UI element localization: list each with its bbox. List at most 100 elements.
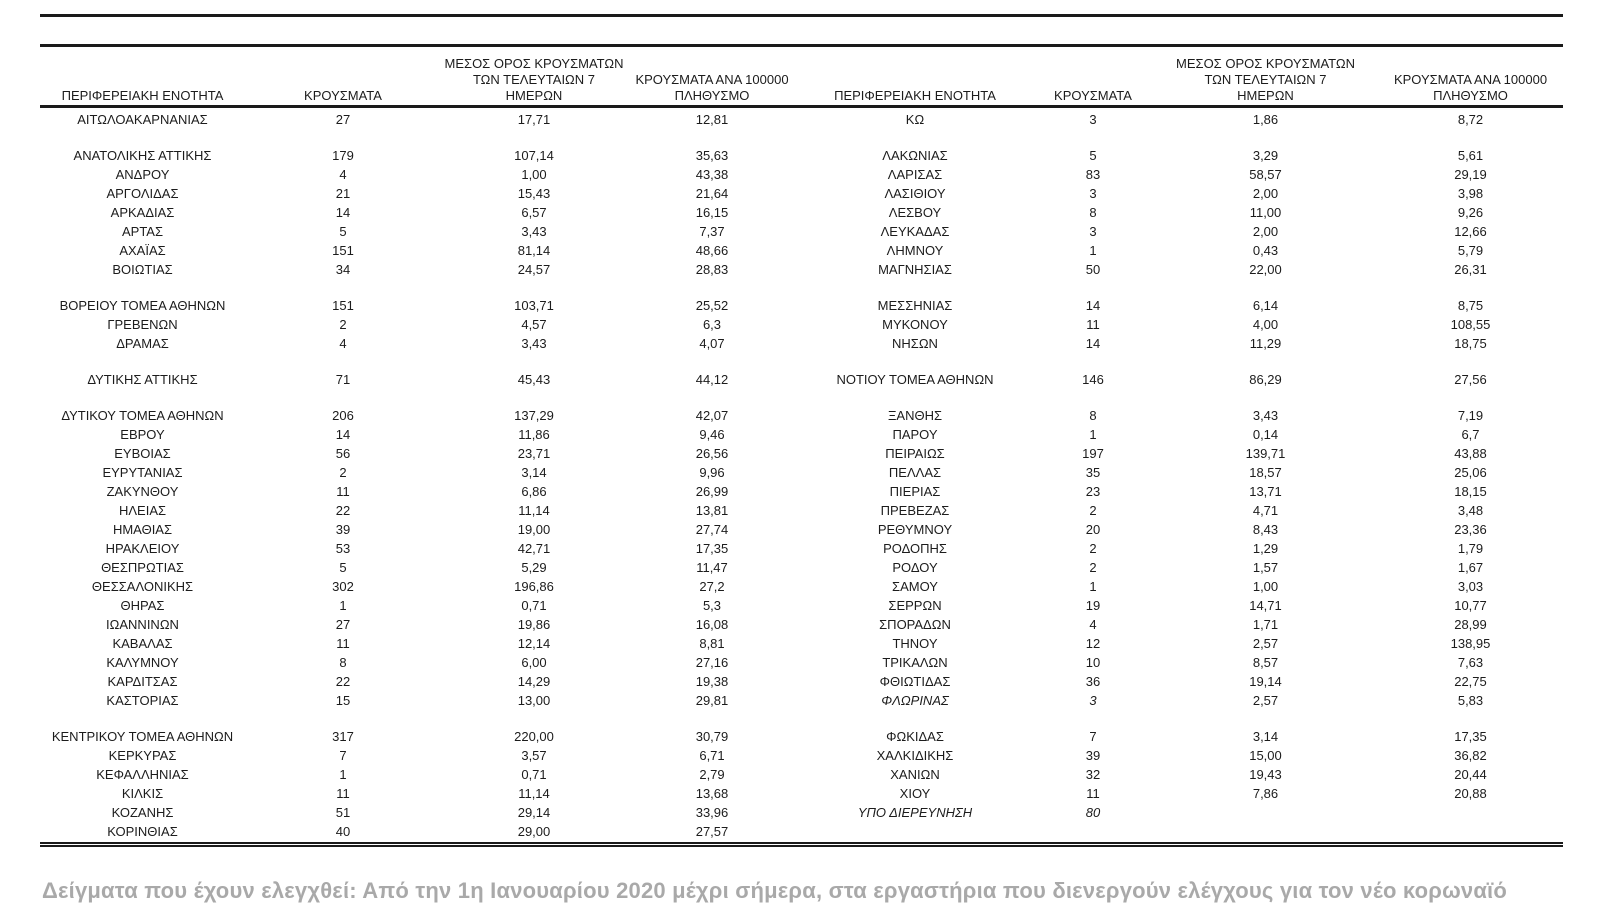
spacer-row	[40, 129, 1563, 146]
footer-note-cutoff: Δείγματα που έχουν ελεγχθεί: Από την 1η …	[42, 878, 1508, 903]
table-cell: 2,79	[699, 767, 725, 782]
table-cell: ΤΡΙΚΑΛΩΝ	[882, 655, 948, 670]
table-cell: 36	[1085, 674, 1101, 689]
table-cell: 19	[1085, 598, 1101, 613]
table-cell: ΛΑΡΙΣΑΣ	[887, 167, 943, 182]
table-cell: 29,00	[517, 824, 551, 839]
header-label: ΚΡΟΥΣΜΑΤΑ ΑΝΑ 100000	[1393, 72, 1548, 87]
table-cell: 11	[336, 786, 350, 801]
table-cell: 0,43	[1252, 243, 1279, 258]
table-cell: ΙΩΑΝΝΙΝΩΝ	[106, 617, 179, 632]
table-cell: 50	[1085, 262, 1101, 277]
table-header-row: ΠΕΡΙΦΕΡΕΙΑΚΗ ΕΝΟΤΗΤΑ ΚΡΟΥΣΜΑΤΑ ΜΕΣΟΣ ΟΡΟ…	[40, 56, 1563, 108]
table-cell: 6,57	[521, 205, 547, 220]
table-row: ΘΕΣΣΑΛΟΝΙΚΗΣ 302 196,86 27,2 ΣΑΜΟΥ 1 1,00 3,03	[40, 577, 1563, 596]
table-cell: 22	[335, 674, 351, 689]
table-row: ΑΧΑΪΑΣ 151 81,14 48,66 ΛΗΜΝΟΥ 1 0,43 5,79	[40, 241, 1563, 260]
header-label: ΜΕΣΟΣ ΟΡΟΣ ΚΡΟΥΣΜΑΤΩΝ	[1176, 56, 1355, 71]
table-cell: 3	[1089, 693, 1097, 708]
table-cell: 3,43	[521, 336, 547, 351]
table-cell: 5,79	[1457, 243, 1484, 258]
table-cell: 8	[1089, 408, 1097, 423]
table-cell: 35	[1085, 465, 1101, 480]
table-cell: 7,86	[1252, 786, 1279, 801]
table-cell: ΣΠΟΡΑΔΩΝ	[879, 617, 951, 632]
table-cell: 11,47	[696, 560, 728, 575]
table-cell: 36,82	[1454, 748, 1487, 763]
header-cases-left: ΚΡΟΥΣΜΑΤΑ	[245, 88, 441, 104]
table-cell: 19,86	[517, 617, 551, 632]
table-row: ΘΗΡΑΣ 1 0,71 5,3 ΣΕΡΡΩΝ 19 14,71 10,77	[40, 596, 1563, 615]
table-cell: 4	[339, 167, 347, 182]
table-cell: 1	[1089, 243, 1097, 258]
table-cell: 44,12	[695, 372, 729, 387]
table-cell: 20	[1085, 522, 1101, 537]
table-cell: 3,29	[1252, 148, 1279, 163]
table-cell: 108,55	[1450, 317, 1491, 332]
table-cell: 107,14	[514, 148, 554, 163]
table-cell: ΚΩ	[905, 112, 925, 127]
table-cell: 8,81	[699, 636, 725, 651]
header-label: ΗΜΕΡΩΝ	[1237, 88, 1294, 103]
table-cell: 15	[335, 693, 351, 708]
table-cell: 3,98	[1457, 186, 1484, 201]
table-row: ΓΡΕΒΕΝΩΝ 2 4,57 6,3 ΜΥΚΟΝΟΥ 11 4,00 108,55	[40, 315, 1563, 334]
table-cell: 2	[1089, 503, 1097, 518]
table-cell: 13,71	[1249, 484, 1282, 499]
table-cell: 28,83	[695, 262, 729, 277]
table-cell: 11	[336, 636, 350, 651]
table-cell: ΔΥΤΙΚΗΣ ΑΤΤΙΚΗΣ	[87, 372, 198, 387]
table-cell: 23,36	[1454, 522, 1487, 537]
table-cell: ΚΑΛΥΜΝΟΥ	[106, 655, 179, 670]
table-cell: 8,57	[1252, 655, 1279, 670]
table-cell: 71	[335, 372, 351, 387]
table-cell: 6,86	[521, 484, 547, 499]
table-cell: 48,66	[695, 243, 729, 258]
header-cases-right: ΚΡΟΥΣΜΑΤΑ	[1033, 88, 1153, 104]
table-row: ΑΡΓΟΛΙΔΑΣ 21 15,43 21,64 ΛΑΣΙΘΙΟΥ 3 2,00 3,98	[40, 184, 1563, 203]
table-cell: ΜΕΣΣΗΝΙΑΣ	[877, 298, 953, 313]
table-cell: ΕΥΒΟΙΑΣ	[114, 446, 171, 461]
table-cell: ΑΡΚΑΔΙΑΣ	[110, 205, 175, 220]
table-row: ΚΑΒΑΛΑΣ 11 12,14 8,81 ΤΗΝΟΥ 12 2,57 138,95	[40, 634, 1563, 653]
header-label: ΚΡΟΥΣΜΑΤΑ ΑΝΑ 100000	[635, 72, 789, 87]
table-cell: 138,95	[1450, 636, 1491, 651]
table-cell: 1,86	[1252, 112, 1279, 127]
table-row: ΔΥΤΙΚΟΥ ΤΟΜΕΑ ΑΘΗΝΩΝ 206 137,29 42,07 ΞΑΝΘΗΣ…	[40, 406, 1563, 425]
table-row: ΒΟΡΕΙΟΥ ΤΟΜΕΑ ΑΘΗΝΩΝ 151 103,71 25,52 ΜΕΣΣΗΝ…	[40, 296, 1563, 315]
table-cell: 11	[1086, 786, 1100, 801]
table-cell: 1	[339, 767, 347, 782]
table-cell: ΑΝΑΤΟΛΙΚΗΣ ΑΤΤΙΚΗΣ	[73, 148, 212, 163]
table-cell: 8	[339, 655, 347, 670]
table-cell: ΠΕΙΡΑΙΩΣ	[885, 446, 945, 461]
table-cell: 5,29	[521, 560, 547, 575]
table-cell: 3,57	[521, 748, 547, 763]
table-cell: 22,75	[1454, 674, 1487, 689]
table-cell: 33,96	[695, 805, 729, 820]
table-cell: 14	[335, 205, 351, 220]
table-row: ΑΝΑΤΟΛΙΚΗΣ ΑΤΤΙΚΗΣ 179 107,14 35,63 ΛΑΚΩΝΙΑΣ…	[40, 146, 1563, 165]
table-cell: 27,74	[695, 522, 729, 537]
table-cell: 196,86	[514, 579, 554, 594]
table-cell: ΝΗΣΩΝ	[892, 336, 938, 351]
table-cell: ΠΡΕΒΕΖΑΣ	[880, 503, 950, 518]
table-cell: 32	[1085, 767, 1101, 782]
table-cell: ΧΑΛΚΙΔΙΚΗΣ	[876, 748, 954, 763]
table-cell: 35,63	[695, 148, 729, 163]
table-cell: 29,81	[695, 693, 729, 708]
table-row: ΚΑΛΥΜΝΟΥ 8 6,00 27,16 ΤΡΙΚΑΛΩΝ 10 8,57 7,63	[40, 653, 1563, 672]
table-cell: 302	[332, 579, 354, 594]
table-cell: 42,71	[517, 541, 551, 556]
table-cell: ΦΘΙΩΤΙΔΑΣ	[879, 674, 951, 689]
table-cell: 27	[335, 617, 351, 632]
table-cell: ΞΑΝΘΗΣ	[887, 408, 943, 423]
table-cell: 10	[1085, 655, 1101, 670]
table-cell: 3,43	[521, 224, 547, 239]
table-cell: 11,86	[518, 427, 550, 442]
table-cell: ΠΑΡΟΥ	[892, 427, 938, 442]
table-cell: 26,56	[695, 446, 729, 461]
table-cell: ΚΕΝΤΡΙΚΟΥ ΤΟΜΕΑ ΑΘΗΝΩΝ	[51, 729, 234, 744]
bottom-rule	[40, 842, 1563, 847]
table-row: ΕΒΡΟΥ 14 11,86 9,46 ΠΑΡΟΥ 1 0,14 6,7	[40, 425, 1563, 444]
spacer-row	[40, 710, 1563, 727]
